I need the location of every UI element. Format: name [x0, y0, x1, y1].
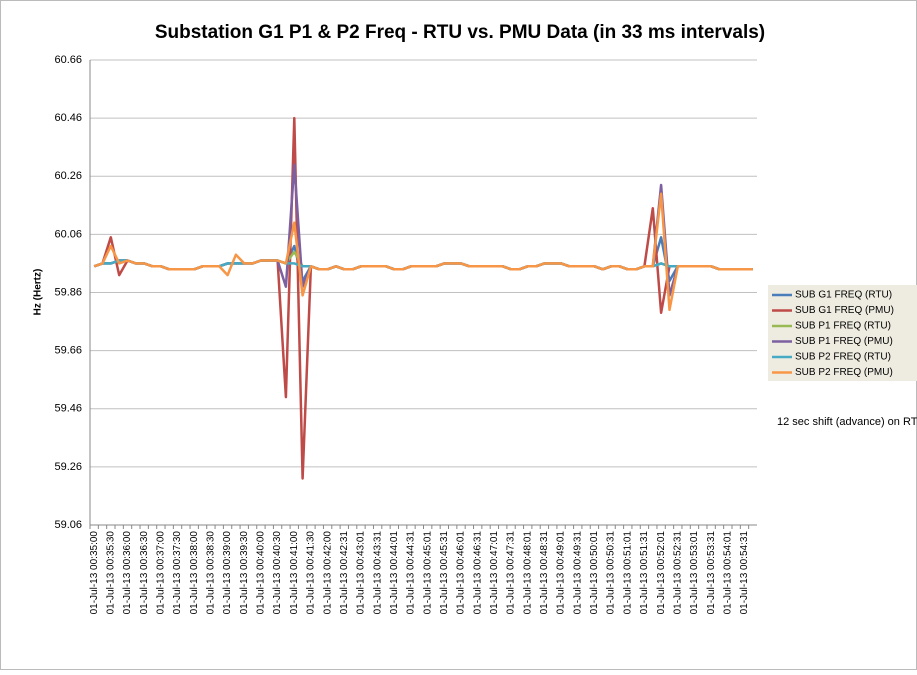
- y-tick-label: 60.26: [54, 170, 82, 182]
- y-tick-label: 59.86: [54, 286, 82, 298]
- x-tick-label: 01-Jul-13 00:40:00: [256, 531, 267, 615]
- x-tick-label: 01-Jul-13 00:46:31: [472, 531, 483, 615]
- x-tick-label: 01-Jul-13 00:50:31: [606, 531, 617, 615]
- x-tick-label: 01-Jul-13 00:38:30: [206, 531, 217, 615]
- x-tick-label: 01-Jul-13 00:41:30: [306, 531, 317, 615]
- legend-label: SUB P2 FREQ (RTU): [795, 352, 891, 363]
- x-tick-label: 01-Jul-13 00:38:00: [189, 531, 200, 615]
- y-tick-label: 59.46: [54, 403, 82, 415]
- x-tick-label: 01-Jul-13 00:48:01: [522, 531, 533, 615]
- x-tick-label: 01-Jul-13 00:40:30: [272, 531, 283, 615]
- x-tick-label: 01-Jul-13 00:39:00: [222, 531, 233, 615]
- x-tick-label: 01-Jul-13 00:52:31: [672, 531, 683, 615]
- x-tick-label: 01-Jul-13 00:44:01: [389, 531, 400, 615]
- y-tick-label: 59.06: [54, 519, 82, 531]
- x-tick-label: 01-Jul-13 00:45:01: [422, 531, 433, 615]
- x-tick-label: 01-Jul-13 00:37:30: [172, 531, 183, 615]
- legend-label: SUB P2 FREQ (PMU): [795, 367, 893, 378]
- x-tick-label: 01-Jul-13 00:42:00: [322, 531, 333, 615]
- chart-title: Substation G1 P1 & P2 Freq - RTU vs. PMU…: [155, 22, 765, 43]
- x-tick-label: 01-Jul-13 00:35:00: [89, 531, 100, 615]
- x-tick-label: 01-Jul-13 00:44:31: [406, 531, 417, 615]
- y-tick-label: 60.66: [54, 54, 82, 66]
- x-tick-label: 01-Jul-13 00:50:01: [589, 531, 600, 615]
- x-tick-label: 01-Jul-13 00:36:00: [122, 531, 133, 615]
- x-tick-label: 01-Jul-13 00:53:31: [706, 531, 717, 615]
- x-tick-label: 01-Jul-13 00:54:01: [722, 531, 733, 615]
- x-tick-label: 01-Jul-13 00:43:31: [372, 531, 383, 615]
- annotation: 12 sec shift (advance) on RTU: [777, 416, 917, 428]
- legend-box: [768, 285, 917, 381]
- x-tick-label: 01-Jul-13 00:47:01: [489, 531, 500, 615]
- x-tick-label: 01-Jul-13 00:51:31: [639, 531, 650, 615]
- x-tick-label: 01-Jul-13 00:39:30: [239, 531, 250, 615]
- y-axis-label: Hz (Hertz): [33, 269, 44, 316]
- x-tick-label: 01-Jul-13 00:46:01: [456, 531, 467, 615]
- x-tick-label: 01-Jul-13 00:41:00: [289, 531, 300, 615]
- y-tick-label: 60.46: [54, 112, 82, 124]
- series-line: [93, 192, 753, 312]
- legend-label: SUB P1 FREQ (RTU): [795, 321, 891, 332]
- y-tick-label: 59.66: [54, 345, 82, 357]
- x-tick-label: 01-Jul-13 00:42:31: [339, 531, 350, 615]
- x-tick-label: 01-Jul-13 00:49:01: [556, 531, 567, 615]
- x-tick-label: 01-Jul-13 00:49:31: [572, 531, 583, 615]
- x-tick-label: 01-Jul-13 00:36:30: [139, 531, 150, 615]
- x-tick-label: 01-Jul-13 00:48:31: [539, 531, 550, 615]
- x-tick-label: 01-Jul-13 00:47:31: [506, 531, 517, 615]
- x-tick-label: 01-Jul-13 00:37:00: [156, 531, 167, 615]
- legend-label: SUB P1 FREQ (PMU): [795, 336, 893, 347]
- x-tick-label: 01-Jul-13 00:35:30: [105, 531, 116, 615]
- legend-label: SUB G1 FREQ (RTU): [795, 290, 892, 301]
- x-tick-label: 01-Jul-13 00:51:01: [622, 531, 633, 615]
- x-tick-label: 01-Jul-13 00:43:01: [356, 531, 367, 615]
- y-tick-label: 60.06: [54, 228, 82, 240]
- x-tick-label: 01-Jul-13 00:54:31: [739, 531, 750, 615]
- x-tick-label: 01-Jul-13 00:45:31: [439, 531, 450, 615]
- x-tick-label: 01-Jul-13 00:53:01: [689, 531, 700, 615]
- y-tick-label: 59.26: [54, 461, 82, 473]
- x-tick-label: 01-Jul-13 00:52:01: [656, 531, 667, 615]
- legend-label: SUB G1 FREQ (PMU): [795, 305, 894, 316]
